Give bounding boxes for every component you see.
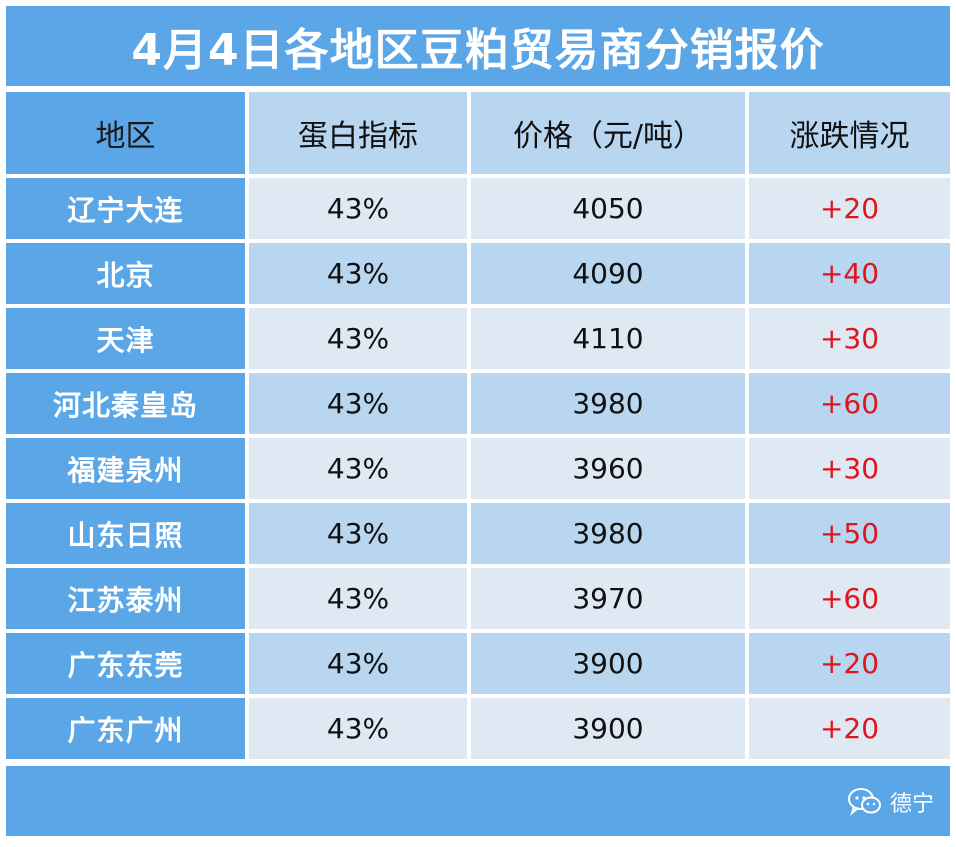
region-cell: 福建泉州 <box>6 438 245 499</box>
region-cell: 广东东莞 <box>6 633 245 694</box>
region-cell: 江苏泰州 <box>6 568 245 629</box>
table-row: 天津 43% 4110 +30 <box>6 308 950 369</box>
table-row: 河北秦皇岛 43% 3980 +60 <box>6 373 950 434</box>
table-row: 福建泉州 43% 3960 +30 <box>6 438 950 499</box>
table-row: 辽宁大连 43% 4050 +20 <box>6 178 950 239</box>
table-row: 江苏泰州 43% 3970 +60 <box>6 568 950 629</box>
change-cell: +60 <box>749 568 950 629</box>
region-cell: 北京 <box>6 243 245 304</box>
protein-cell: 43% <box>249 373 467 434</box>
change-cell: +30 <box>749 308 950 369</box>
header-region: 地区 <box>6 92 245 174</box>
table-row: 山东日照 43% 3980 +50 <box>6 503 950 564</box>
price-cell: 4050 <box>471 178 745 239</box>
watermark-text: 德宁 <box>889 792 934 817</box>
table-row: 广东东莞 43% 3900 +20 <box>6 633 950 694</box>
price-cell: 3900 <box>471 633 745 694</box>
protein-cell: 43% <box>249 308 467 369</box>
price-cell: 3970 <box>471 568 745 629</box>
footer-bar <box>6 766 950 836</box>
price-cell: 3980 <box>471 503 745 564</box>
protein-cell: 43% <box>249 698 467 759</box>
protein-cell: 43% <box>249 178 467 239</box>
protein-cell: 43% <box>249 633 467 694</box>
region-cell: 河北秦皇岛 <box>6 373 245 434</box>
header-protein: 蛋白指标 <box>249 92 467 174</box>
protein-cell: 43% <box>249 438 467 499</box>
change-cell: +20 <box>749 178 950 239</box>
table-row: 北京 43% 4090 +40 <box>6 243 950 304</box>
wechat-icon <box>847 787 882 817</box>
price-table: 地区 蛋白指标 价格（元/吨） 涨跌情况 辽宁大连 43% 4050 +20 北… <box>6 92 950 763</box>
protein-cell: 43% <box>249 568 467 629</box>
header-price: 价格（元/吨） <box>471 92 745 174</box>
page-title: 4月4日各地区豆粕贸易商分销报价 <box>6 6 950 86</box>
protein-cell: 43% <box>249 243 467 304</box>
region-cell: 广东广州 <box>6 698 245 759</box>
change-cell: +50 <box>749 503 950 564</box>
change-cell: +40 <box>749 243 950 304</box>
change-cell: +20 <box>749 698 950 759</box>
protein-cell: 43% <box>249 503 467 564</box>
header-change: 涨跌情况 <box>749 92 950 174</box>
change-cell: +60 <box>749 373 950 434</box>
region-cell: 天津 <box>6 308 245 369</box>
region-cell: 山东日照 <box>6 503 245 564</box>
price-cell: 3900 <box>471 698 745 759</box>
table-row: 广东广州 43% 3900 +20 <box>6 698 950 759</box>
price-cell: 4090 <box>471 243 745 304</box>
table-header-row: 地区 蛋白指标 价格（元/吨） 涨跌情况 <box>6 92 950 174</box>
change-cell: +30 <box>749 438 950 499</box>
price-cell: 3980 <box>471 373 745 434</box>
price-cell: 3960 <box>471 438 745 499</box>
watermark: 德宁 <box>847 786 934 818</box>
change-cell: +20 <box>749 633 950 694</box>
region-cell: 辽宁大连 <box>6 178 245 239</box>
price-cell: 4110 <box>471 308 745 369</box>
